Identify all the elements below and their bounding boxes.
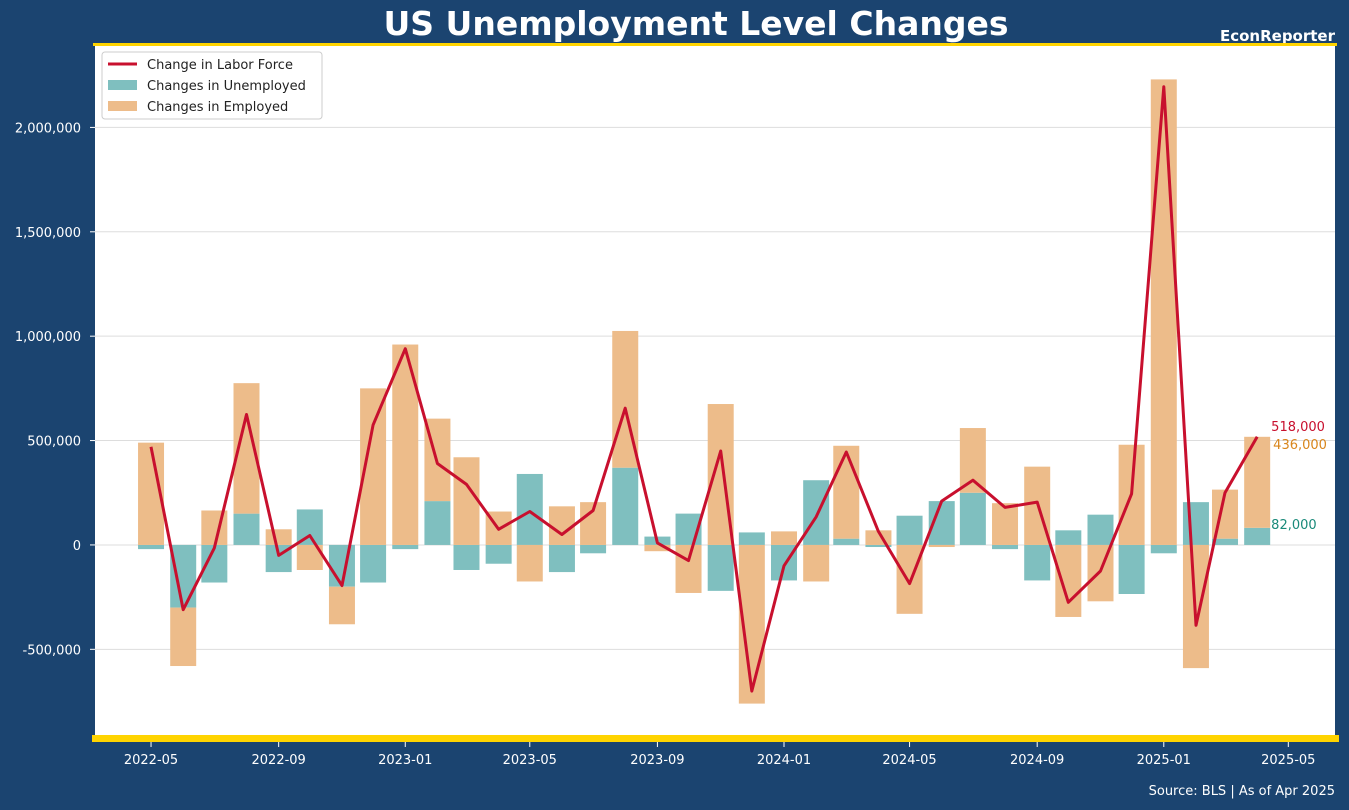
x-tick-label: 2023-09 xyxy=(630,753,684,768)
y-tick-label: 500,000 xyxy=(27,435,81,450)
end-label-labor-force: 518,000 xyxy=(1271,420,1325,435)
end-label-employed: 436,000 xyxy=(1273,438,1327,453)
bar-unemployed xyxy=(1024,544,1051,581)
bar-unemployed xyxy=(833,538,860,545)
bar-unemployed xyxy=(580,544,607,554)
x-tick-label: 2024-01 xyxy=(757,753,811,768)
bar-unemployed xyxy=(360,544,387,583)
bar-employed xyxy=(1087,544,1114,602)
bar-unemployed xyxy=(1244,527,1271,545)
bar-employed xyxy=(959,428,986,493)
bar-unemployed xyxy=(453,544,480,570)
y-axis: -500,000 0 500,000 1,000,000 1,500,000 2,000,… xyxy=(15,121,95,658)
x-tick-label: 2022-09 xyxy=(252,753,306,768)
x-tick-label: 2025-01 xyxy=(1137,753,1191,768)
bar-employed xyxy=(392,344,419,545)
legend-swatch-bar xyxy=(108,101,137,111)
bar-employed xyxy=(896,544,923,614)
bar-employed xyxy=(453,457,480,545)
bar-employed xyxy=(644,544,671,552)
bar-unemployed xyxy=(865,544,892,548)
bar-employed xyxy=(265,529,292,545)
source-note: Source: BLS | As of Apr 2025 xyxy=(1148,784,1335,799)
bar-unemployed xyxy=(516,473,543,545)
bar-employed xyxy=(328,586,355,625)
plot-bottom-border xyxy=(92,735,1339,742)
bar-unemployed xyxy=(959,492,986,545)
bar-unemployed xyxy=(485,544,512,564)
line-layer xyxy=(149,85,1259,693)
legend-swatch-bar xyxy=(108,80,137,90)
bar-employed xyxy=(1150,79,1177,545)
y-tick-label: 1,000,000 xyxy=(15,330,81,345)
bar-employed xyxy=(516,544,543,582)
plot-top-border xyxy=(93,43,1337,46)
bar-unemployed xyxy=(1118,544,1145,594)
legend-label: Changes in Unemployed xyxy=(147,79,306,94)
bar-unemployed xyxy=(424,501,451,545)
line-labor-force xyxy=(149,85,1259,693)
bar-employed xyxy=(803,544,830,582)
x-tick-label: 2022-05 xyxy=(124,753,178,768)
bar-employed xyxy=(675,544,702,593)
y-tick-label: 1,500,000 xyxy=(15,226,81,241)
x-tick-label: 2024-09 xyxy=(1010,753,1064,768)
plot-area xyxy=(95,46,1335,737)
bar-layer xyxy=(138,79,1271,704)
bar-unemployed xyxy=(896,515,923,545)
bar-unemployed xyxy=(1055,530,1082,545)
legend-box xyxy=(101,51,323,120)
y-tick-label: 0 xyxy=(73,539,81,554)
bar-employed xyxy=(170,607,197,667)
end-labels: 518,000 436,000 82,000 xyxy=(1271,420,1327,533)
bar-unemployed xyxy=(233,513,260,545)
bar-unemployed xyxy=(392,544,419,550)
bar-unemployed xyxy=(803,480,830,545)
y-tick-label: -500,000 xyxy=(23,643,81,658)
bar-unemployed xyxy=(1087,514,1114,545)
bar-unemployed xyxy=(612,467,639,545)
legend[interactable]: Change in Labor Force Changes in Unemploy… xyxy=(101,51,323,120)
end-label-unemployed: 82,000 xyxy=(1271,518,1317,533)
bar-unemployed xyxy=(992,544,1019,550)
x-tick-label: 2023-05 xyxy=(503,753,557,768)
x-axis: 2022-05 2022-09 2023-01 2023-05 2023-09 2024-… xyxy=(124,742,1315,768)
x-tick-label: 2023-01 xyxy=(378,753,432,768)
chart-title: US Unemployment Level Changes xyxy=(383,4,1009,43)
bar-unemployed xyxy=(1150,544,1177,554)
bar-unemployed xyxy=(1212,538,1239,545)
y-tick-label: 2,000,000 xyxy=(15,121,81,136)
legend-label: Changes in Employed xyxy=(147,100,288,115)
bar-employed xyxy=(928,544,955,548)
bar-unemployed xyxy=(170,544,197,608)
bar-unemployed xyxy=(1182,502,1209,545)
bar-employed xyxy=(992,503,1019,545)
x-tick-label: 2025-05 xyxy=(1261,753,1315,768)
bar-unemployed xyxy=(138,544,165,550)
x-tick-label: 2024-05 xyxy=(882,753,936,768)
bar-unemployed xyxy=(738,532,765,545)
bar-unemployed xyxy=(296,509,323,545)
bar-employed xyxy=(548,506,575,545)
bar-employed xyxy=(833,445,860,539)
bar-employed xyxy=(771,531,798,545)
legend-label: Change in Labor Force xyxy=(147,58,293,73)
bar-unemployed xyxy=(548,544,575,573)
bar-unemployed xyxy=(707,544,734,591)
brand-label: EconReporter xyxy=(1219,27,1335,45)
bar-employed xyxy=(1055,544,1082,617)
